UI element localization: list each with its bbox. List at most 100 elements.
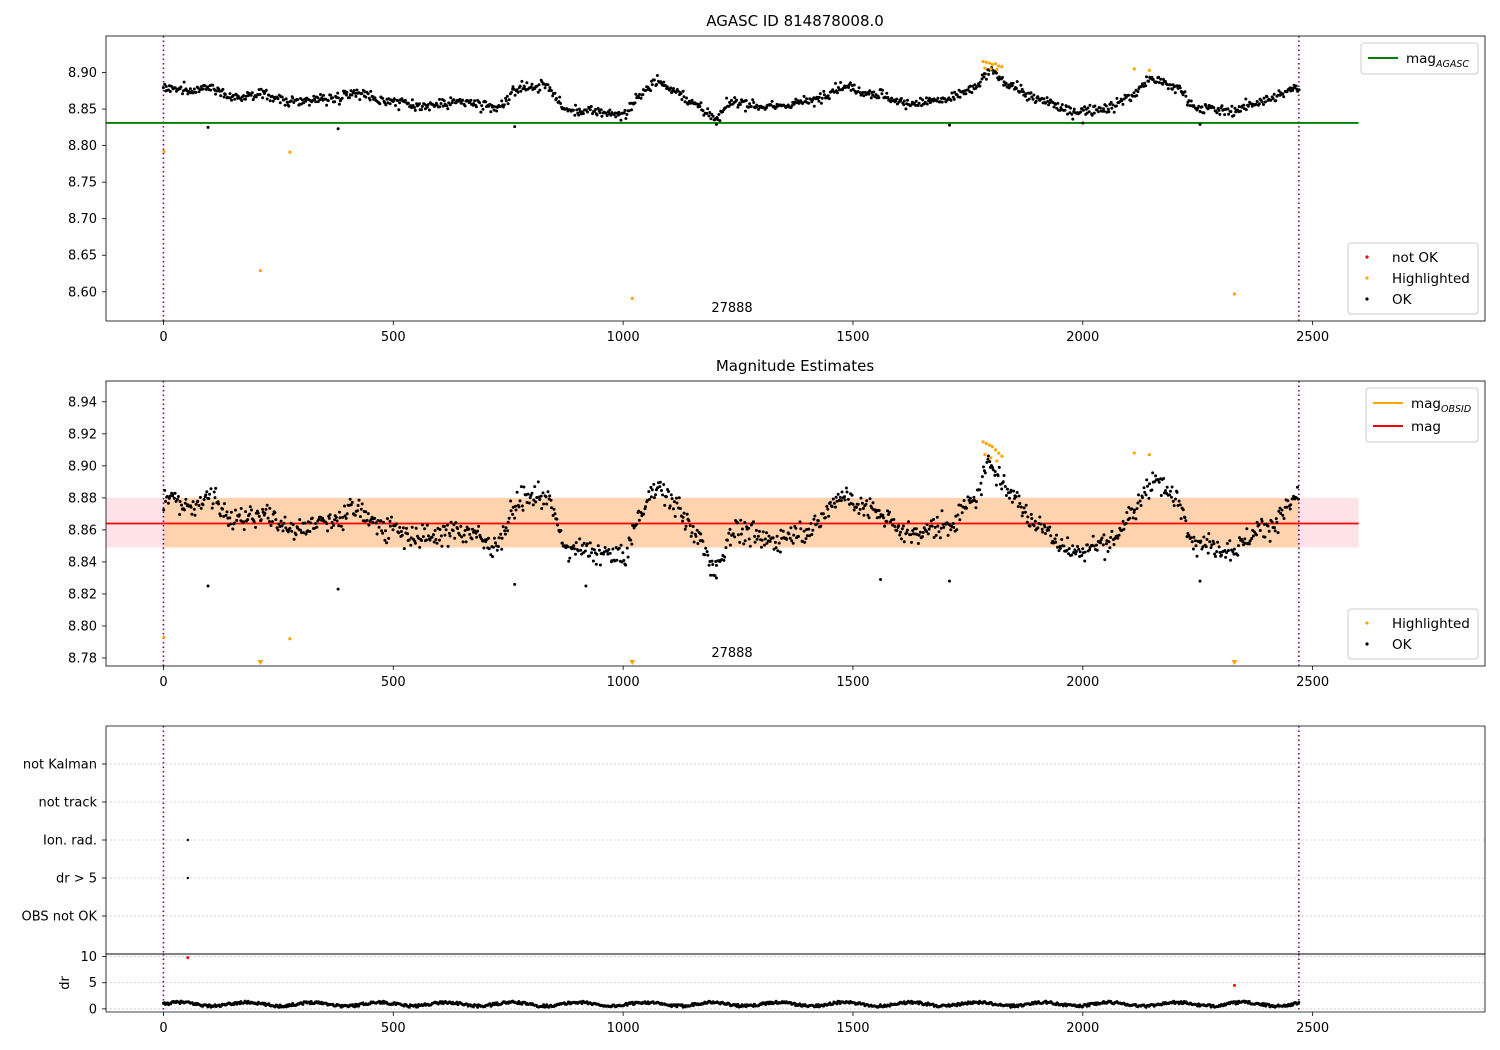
ok-point [1213, 552, 1217, 556]
ok-point [514, 504, 517, 508]
ok-point [585, 542, 589, 546]
ok-point [262, 92, 266, 95]
ok-point [261, 89, 265, 93]
ok-point [641, 93, 645, 97]
ok-point [1141, 496, 1144, 500]
ok-point [1131, 516, 1135, 520]
highlighted-point [997, 451, 1001, 455]
ok-point [316, 96, 320, 100]
ok-point [251, 98, 255, 102]
ok-point [180, 503, 183, 507]
ok-point [937, 530, 941, 534]
ok-point [951, 522, 955, 525]
ok-point [439, 102, 443, 105]
ok-point [754, 528, 758, 532]
ok-point [827, 97, 831, 101]
ok-point [375, 532, 379, 536]
ok-point [755, 537, 759, 541]
ok-point [496, 545, 500, 548]
legend-marker [1365, 642, 1369, 646]
ok-point [268, 506, 272, 510]
ok-point [724, 546, 728, 550]
ok-point [634, 92, 638, 96]
ok-point [812, 104, 816, 108]
ok-point [1016, 505, 1020, 508]
ok-point [477, 524, 481, 528]
ok-point [304, 532, 308, 536]
ok-outlier-point [336, 587, 340, 591]
ok-point [292, 101, 296, 104]
ok-point [1031, 97, 1035, 101]
panel-title: AGASC ID 814878008.0 [706, 12, 884, 30]
ok-point [725, 96, 729, 100]
ok-point [366, 92, 370, 96]
x-tick-label: 1000 [607, 1021, 640, 1036]
ok-point [511, 505, 515, 509]
ok-point [1023, 510, 1027, 514]
ok-point [711, 563, 715, 566]
ok-point [1177, 499, 1181, 503]
ok-point [1121, 102, 1125, 106]
ok-point [571, 108, 575, 112]
ok-point [421, 535, 425, 539]
legend-box [1365, 387, 1479, 443]
ok-point [758, 529, 761, 533]
ok-point [849, 88, 853, 92]
ok-point [189, 505, 193, 509]
ok-point [899, 99, 902, 103]
ok-point [307, 103, 311, 107]
ok-point [325, 103, 329, 107]
ok-point [611, 547, 615, 551]
ok-point [607, 548, 611, 551]
ok-point [284, 526, 288, 530]
ok-point [945, 521, 949, 525]
ok-point [579, 548, 583, 552]
ok-point [974, 506, 978, 510]
ok-point [1183, 516, 1187, 520]
ok-point [774, 546, 778, 550]
ok-point [867, 92, 871, 96]
ok-outlier-point [947, 579, 951, 583]
ok-point [935, 99, 939, 103]
ok-point [576, 549, 580, 553]
ok-point [442, 99, 446, 103]
ok-point [686, 102, 690, 106]
ok-point [1260, 100, 1264, 104]
ok-point [210, 506, 214, 510]
ok-point [573, 113, 577, 117]
ok-point [283, 103, 287, 107]
ok-point [791, 541, 795, 545]
ok-point [1242, 103, 1246, 107]
ok-point [925, 530, 929, 533]
ok-point [386, 101, 390, 105]
ok-point [204, 493, 208, 497]
ok-point [473, 99, 477, 103]
legend-label: OK [1392, 637, 1413, 653]
y-tick-label: 8.88 [68, 491, 97, 506]
ok-point [377, 525, 381, 529]
dr-point [542, 1003, 546, 1007]
ok-point [638, 92, 642, 96]
highlighted-point [995, 68, 999, 72]
ok-point [449, 520, 453, 524]
ok-point [407, 538, 411, 542]
ok-point [482, 546, 486, 550]
ok-point [952, 97, 956, 101]
ok-point [1057, 549, 1061, 553]
ok-point [391, 528, 395, 532]
legend-label: Highlighted [1392, 271, 1470, 287]
y-tick-label: 10 [80, 950, 97, 965]
ok-point [1218, 551, 1222, 554]
ok-point [788, 536, 792, 540]
ok-point [452, 523, 456, 527]
ok-point [409, 543, 413, 547]
ok-point [664, 495, 668, 499]
ok-point [271, 99, 275, 103]
ok-point [514, 508, 518, 512]
ok-point [1258, 529, 1262, 532]
highlighted-point [993, 62, 998, 66]
ok-point [1098, 106, 1102, 110]
ok-point [369, 89, 373, 93]
ok-point [1197, 104, 1201, 108]
ok-point [553, 512, 557, 516]
